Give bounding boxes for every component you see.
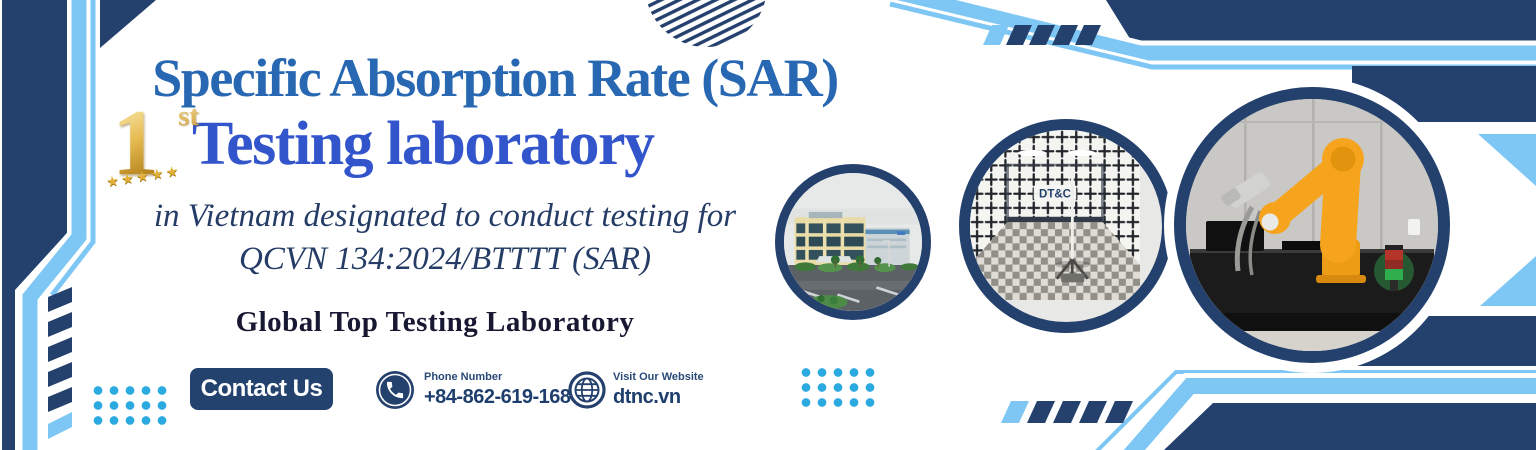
rank-suffix: st: [178, 100, 199, 132]
contact-us-button[interactable]: Contact Us: [190, 368, 333, 410]
robot-photo-ring: [1164, 77, 1460, 373]
left-edge-decoration: [2, 0, 156, 450]
dots-pattern-left: [90, 383, 170, 428]
building-photo-circle: [775, 164, 931, 320]
bottom-right-decoration: [1001, 367, 1536, 450]
phone-number: +84-862-619-168: [424, 386, 571, 408]
globe-icon: [568, 371, 606, 409]
website-url[interactable]: dtnc.vn: [613, 386, 681, 408]
subtitle-line-1: in Vietnam designated to conduct testing…: [153, 198, 737, 234]
website-label: Visit Our Website: [613, 371, 704, 383]
tagline: Global Top Testing Laboratory: [235, 306, 635, 338]
striped-circle-ornament: [646, 0, 766, 47]
banner-heading: Testing laboratory: [192, 110, 655, 178]
top-right-decoration: [881, 0, 1536, 73]
website-contact: Visit Our Website dtnc.vn: [613, 371, 704, 409]
chamber-photo: DT&C: [970, 130, 1140, 300]
robot-photo: [1186, 99, 1438, 351]
chamber-photo-circle: DT&C: [959, 119, 1173, 333]
dots-pattern-right: [798, 365, 878, 407]
phone-contact: Phone Number +84-862-619-168: [424, 371, 571, 409]
chamber-logo: DT&C: [1039, 188, 1071, 200]
phone-icon: [376, 371, 414, 409]
subtitle-line-2: QCVN 134:2024/BTTTT (SAR): [239, 241, 651, 277]
rank-number: 1: [112, 91, 159, 195]
first-rank-badge: 1 st ★★★★★: [105, 91, 227, 199]
robot-photo-circle: [1174, 87, 1450, 363]
phone-label: Phone Number: [424, 371, 503, 383]
page-title: Specific Absorption Rate (SAR): [152, 48, 839, 108]
building-photo: [784, 173, 922, 311]
